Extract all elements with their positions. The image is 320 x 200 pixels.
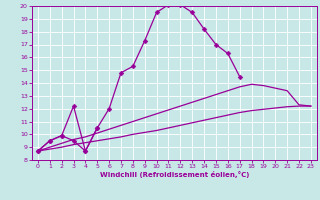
X-axis label: Windchill (Refroidissement éolien,°C): Windchill (Refroidissement éolien,°C): [100, 171, 249, 178]
